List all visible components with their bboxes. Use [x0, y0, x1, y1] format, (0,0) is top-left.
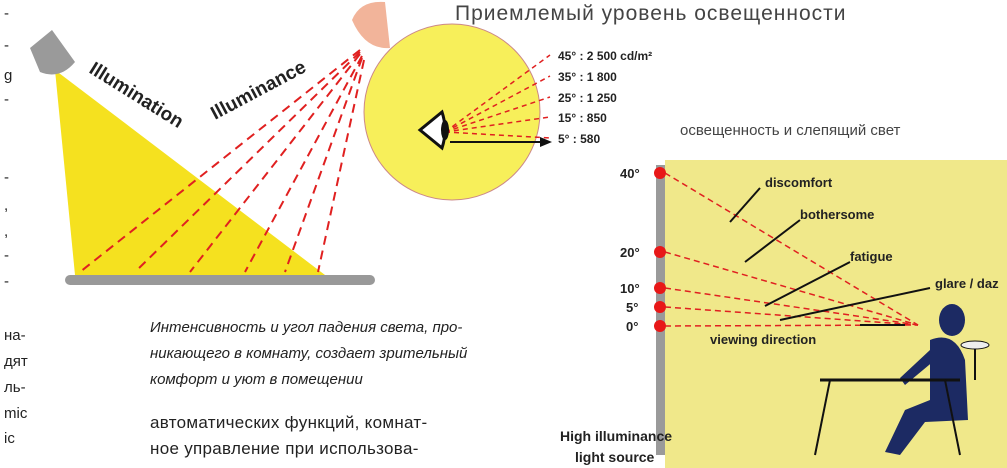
- fragment: -: [4, 273, 9, 290]
- level-label: 35° : 1 800: [558, 70, 617, 84]
- angle-label: 40°: [620, 166, 640, 181]
- level-label: 45° : 2 500 cd/m²: [558, 49, 652, 63]
- caption-line: никающего в комнату, создает зрительный: [150, 345, 468, 362]
- angle-label: 20°: [620, 245, 640, 260]
- floor: [65, 275, 375, 285]
- fragment: ic: [4, 430, 15, 447]
- level-label: 5° : 580: [558, 132, 600, 146]
- zone-label: bothersome: [800, 207, 874, 222]
- glare-diagram: 40° 20° 10° 5° 0° discomfort bothersome …: [560, 160, 1007, 468]
- source-label: High illuminance: [560, 428, 672, 444]
- zone-label: viewing direction: [710, 332, 816, 347]
- fragment: -: [4, 5, 9, 22]
- level-label: 25° : 1 250: [558, 91, 617, 105]
- source-label: light source: [575, 449, 655, 465]
- left-margin: - - g - - , , - - на- дят ль- mic ic: [4, 5, 28, 447]
- illumination-diagram: Illumination Illuminance: [30, 2, 390, 285]
- fragment: g: [4, 67, 12, 84]
- view-circle: [364, 24, 540, 200]
- angle-label: 5°: [626, 300, 638, 315]
- title: Приемлемый уровень освещенности: [455, 2, 846, 25]
- pupil: [441, 120, 449, 140]
- zone-label: fatigue: [850, 249, 893, 264]
- angle-label: 10°: [620, 281, 640, 296]
- caption-line: комфорт и уют в помещении: [150, 371, 363, 388]
- fragment: mic: [4, 405, 28, 422]
- body-line: автоматических функций, комнат-: [150, 413, 427, 432]
- lamp: [30, 30, 75, 74]
- desk-lamp-shade: [961, 341, 989, 349]
- level-label: 15° : 850: [558, 111, 607, 125]
- fragment: -: [4, 247, 9, 264]
- light-cone: [55, 70, 325, 275]
- fragment: на-: [4, 327, 26, 344]
- fragment: ль-: [4, 379, 26, 396]
- subtitle: освещенность и слепящий свет: [680, 122, 901, 139]
- caption-line: Интенсивность и угол падения света, про-: [150, 319, 462, 336]
- zone-label: discomfort: [765, 175, 833, 190]
- face: [352, 2, 390, 48]
- angle-label: 0°: [626, 319, 638, 334]
- fragment: -: [4, 37, 9, 54]
- fragment: ,: [4, 197, 8, 214]
- page: - - g - - , , - - на- дят ль- mic ic Ill…: [0, 0, 1007, 468]
- illuminance-label: Illuminance: [207, 57, 309, 125]
- fragment: ,: [4, 223, 8, 240]
- fragment: дят: [4, 353, 28, 370]
- zone-label: glare / daz: [935, 276, 999, 291]
- fragment: -: [4, 169, 9, 186]
- fragment: -: [4, 91, 9, 108]
- body-line: ное управление при использова-: [150, 439, 419, 458]
